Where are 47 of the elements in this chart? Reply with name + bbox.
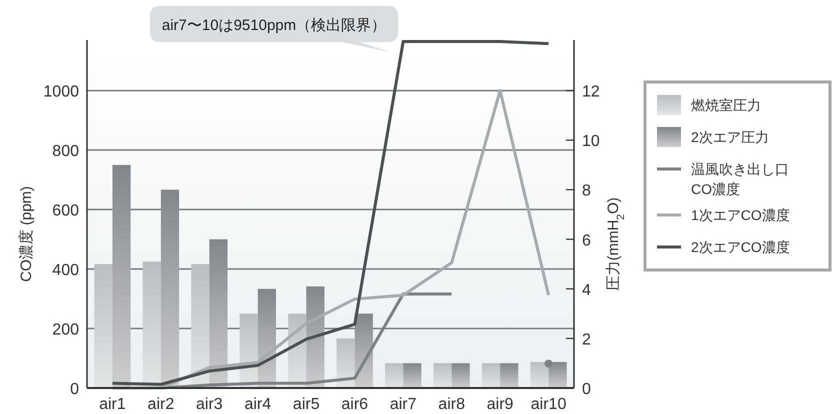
y-tick-label: 200 (52, 322, 80, 339)
bar (209, 239, 228, 388)
bar (385, 363, 404, 388)
bar (142, 262, 161, 388)
y2-tick-label: 2 (582, 331, 591, 348)
y2-tick-label: 6 (582, 232, 591, 250)
x-tick-label: air3 (196, 396, 223, 413)
x-tick-label: air4 (244, 396, 272, 413)
x-tick-label: air6 (341, 396, 368, 413)
line-series (110, 40, 550, 386)
y-tick-label: 400 (52, 262, 80, 280)
y2-tick-label: 10 (582, 133, 600, 150)
legend-label: 温風吹き出し口CO濃度 (691, 161, 789, 197)
legend-label: 2次エアCO濃度 (691, 239, 790, 255)
bar (500, 363, 518, 388)
y2-tick-label: 4 (582, 282, 591, 299)
text: air7〜10は9510ppm（検出限界） (162, 17, 386, 34)
bar (403, 363, 422, 388)
bar (94, 264, 112, 388)
y-tick-label: 0 (70, 381, 80, 398)
y2-tick-label: 12 (582, 84, 600, 101)
bar (191, 264, 210, 388)
bar (452, 363, 470, 388)
bar (433, 363, 452, 388)
x-tick-label: air10 (530, 396, 566, 413)
x-tick-label: air9 (486, 396, 514, 413)
bar (112, 164, 131, 388)
legend-label: 1次エアCO濃度 (691, 207, 790, 223)
x-tick-label: air5 (292, 396, 320, 413)
line-series (110, 89, 550, 390)
bar (530, 362, 549, 388)
x-tick-label: air1 (99, 396, 126, 413)
x-tick-label: air2 (148, 396, 174, 413)
y-tick-label: 600 (52, 202, 80, 220)
y-tick-label: 800 (52, 143, 80, 160)
y-tick-label: 1000 (43, 84, 80, 101)
x-tick-label: air8 (438, 396, 466, 413)
y-axis-title: CO濃度 (ppm) (18, 186, 35, 282)
bar (548, 362, 567, 388)
legend-label: 燃焼室圧力 (691, 97, 761, 113)
y2-tick-label: 0 (582, 381, 591, 398)
x-tick-label: air7 (390, 396, 417, 413)
bar (160, 190, 180, 388)
bar (336, 338, 355, 388)
y2-tick-label: 8 (582, 182, 591, 200)
legend-label: 2次エア圧力 (691, 129, 769, 145)
bar (482, 363, 500, 388)
